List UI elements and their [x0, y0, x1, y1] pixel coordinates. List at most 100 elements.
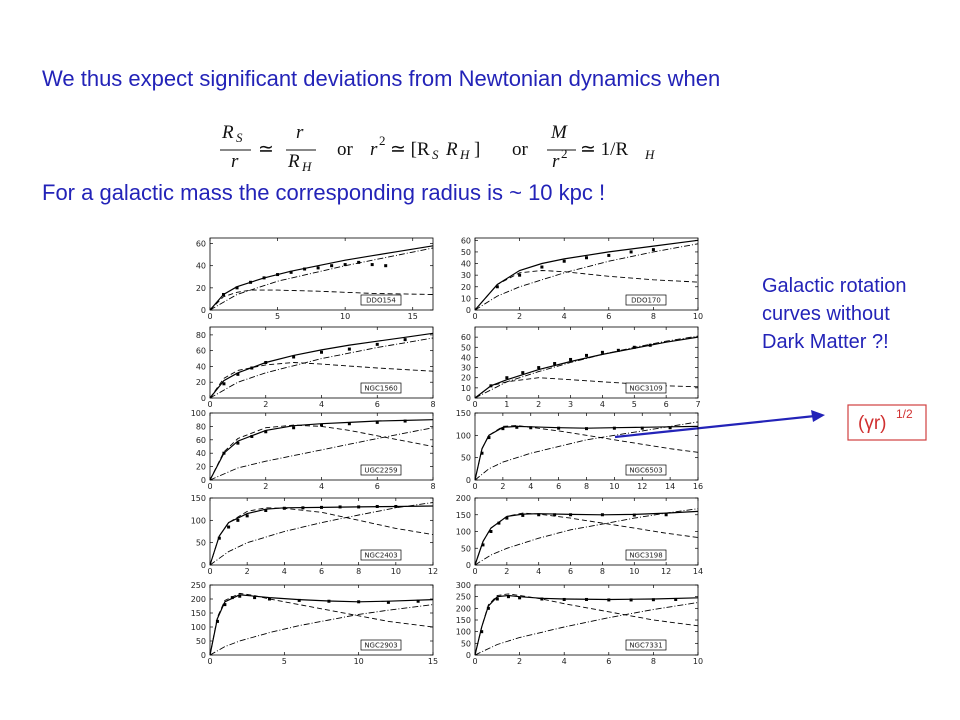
data-point — [480, 451, 484, 455]
data-point — [486, 606, 490, 610]
model-curve — [474, 512, 699, 566]
galaxy-label-box — [360, 549, 402, 561]
y-tick-label: 40 — [196, 262, 206, 271]
y-tick-label: 50 — [461, 639, 471, 648]
x-tick-label: 0 — [472, 482, 477, 491]
data-point — [235, 286, 239, 290]
data-point — [222, 382, 226, 386]
data-point — [537, 513, 541, 517]
x-tick-label: 12 — [428, 567, 438, 576]
data-point — [357, 260, 361, 264]
y-tick-label: 100 — [456, 528, 471, 537]
x-tick-label: 0 — [207, 400, 212, 409]
model-curve — [474, 421, 699, 481]
galaxy-label: UGC2259 — [364, 467, 397, 475]
x-tick-label: 6 — [664, 400, 669, 409]
y-tick-label: 150 — [456, 616, 471, 625]
galaxy-label: NGC2903 — [364, 642, 397, 650]
y-tick-label: 80 — [196, 331, 206, 340]
galaxy-label: NGC3109 — [629, 385, 662, 393]
formula-part: ≃ [R — [390, 139, 430, 160]
galaxy-label-box — [625, 294, 667, 306]
data-point — [343, 263, 347, 267]
x-tick-label: 14 — [665, 482, 675, 491]
y-tick-label: 100 — [456, 431, 471, 440]
callout-exponent: 1/2 — [896, 407, 913, 421]
x-tick-label: 10 — [693, 657, 703, 666]
data-point — [664, 513, 668, 517]
x-tick-label: 4 — [282, 567, 287, 576]
galaxy-label-box — [360, 382, 402, 394]
x-tick-label: 15 — [408, 312, 418, 321]
y-tick-label: 100 — [191, 516, 206, 525]
x-tick-label: 2 — [263, 400, 268, 409]
data-point — [505, 376, 509, 380]
data-point — [267, 597, 271, 601]
data-point — [506, 595, 510, 599]
galaxy-label-box — [360, 294, 402, 306]
data-point — [253, 596, 257, 600]
data-point — [585, 353, 588, 357]
data-point — [384, 264, 388, 268]
formula: R S r ≃ r R H or r 2 ≃ [R S R H ] or M r… — [220, 122, 655, 174]
y-tick-label: 20 — [461, 374, 471, 383]
y-tick-label: 0 — [201, 306, 206, 315]
data-point — [629, 598, 633, 602]
model-curve — [474, 270, 699, 311]
data-point — [505, 516, 509, 520]
y-tick-label: 0 — [201, 476, 206, 485]
formula-part: ≃ 1/R — [580, 139, 628, 160]
data-point — [600, 350, 604, 354]
data-point — [250, 434, 254, 438]
galaxy-label-box — [360, 464, 402, 476]
data-point — [553, 362, 557, 366]
y-tick-label: 40 — [461, 260, 471, 269]
y-tick-label: 40 — [196, 449, 206, 458]
y-tick-label: 60 — [196, 347, 206, 356]
galaxy-label: DDO154 — [366, 297, 396, 305]
data-point — [616, 348, 620, 352]
x-tick-label: 8 — [430, 400, 435, 409]
x-tick-label: 0 — [472, 312, 477, 321]
x-tick-label: 7 — [695, 400, 700, 409]
x-tick-label: 0 — [472, 567, 477, 576]
x-tick-label: 6 — [375, 400, 380, 409]
y-tick-label: 20 — [461, 283, 471, 292]
x-tick-label: 6 — [319, 567, 324, 576]
data-point — [495, 597, 499, 601]
formula-part: S — [432, 147, 439, 162]
data-point — [651, 248, 655, 252]
callout-box — [847, 404, 927, 441]
data-point — [375, 342, 379, 346]
data-point — [347, 347, 351, 351]
data-point — [501, 427, 505, 431]
y-tick-label: 250 — [191, 581, 206, 590]
rotation-curve-panel: 0 2 4 6 8 10 12 0 50 100 150 NGC2403 — [191, 494, 438, 576]
galaxy-label: NGC1560 — [364, 385, 397, 393]
x-tick-label: 4 — [562, 657, 567, 666]
data-point — [585, 256, 588, 260]
data-point — [403, 419, 407, 423]
data-point — [607, 253, 611, 257]
y-tick-label: 30 — [461, 364, 471, 373]
formula-part: 2 — [379, 133, 386, 148]
data-point — [217, 536, 221, 540]
y-tick-label: 200 — [456, 494, 471, 503]
galaxy-label: DDO170 — [631, 297, 661, 305]
heading: We thus expect significant deviations fr… — [42, 66, 720, 91]
data-point — [403, 338, 407, 342]
data-point — [487, 436, 491, 440]
x-tick-label: 6 — [375, 482, 380, 491]
formula-part: r — [552, 151, 560, 172]
x-tick-label: 2 — [517, 312, 522, 321]
data-point — [292, 355, 296, 359]
arrow-head — [811, 410, 825, 422]
galaxy-label: NGC3198 — [629, 552, 662, 560]
data-point — [227, 525, 231, 529]
y-tick-label: 100 — [191, 623, 206, 632]
y-tick-label: 50 — [461, 454, 471, 463]
x-tick-label: 2 — [500, 482, 505, 491]
formula-part: H — [459, 147, 470, 162]
